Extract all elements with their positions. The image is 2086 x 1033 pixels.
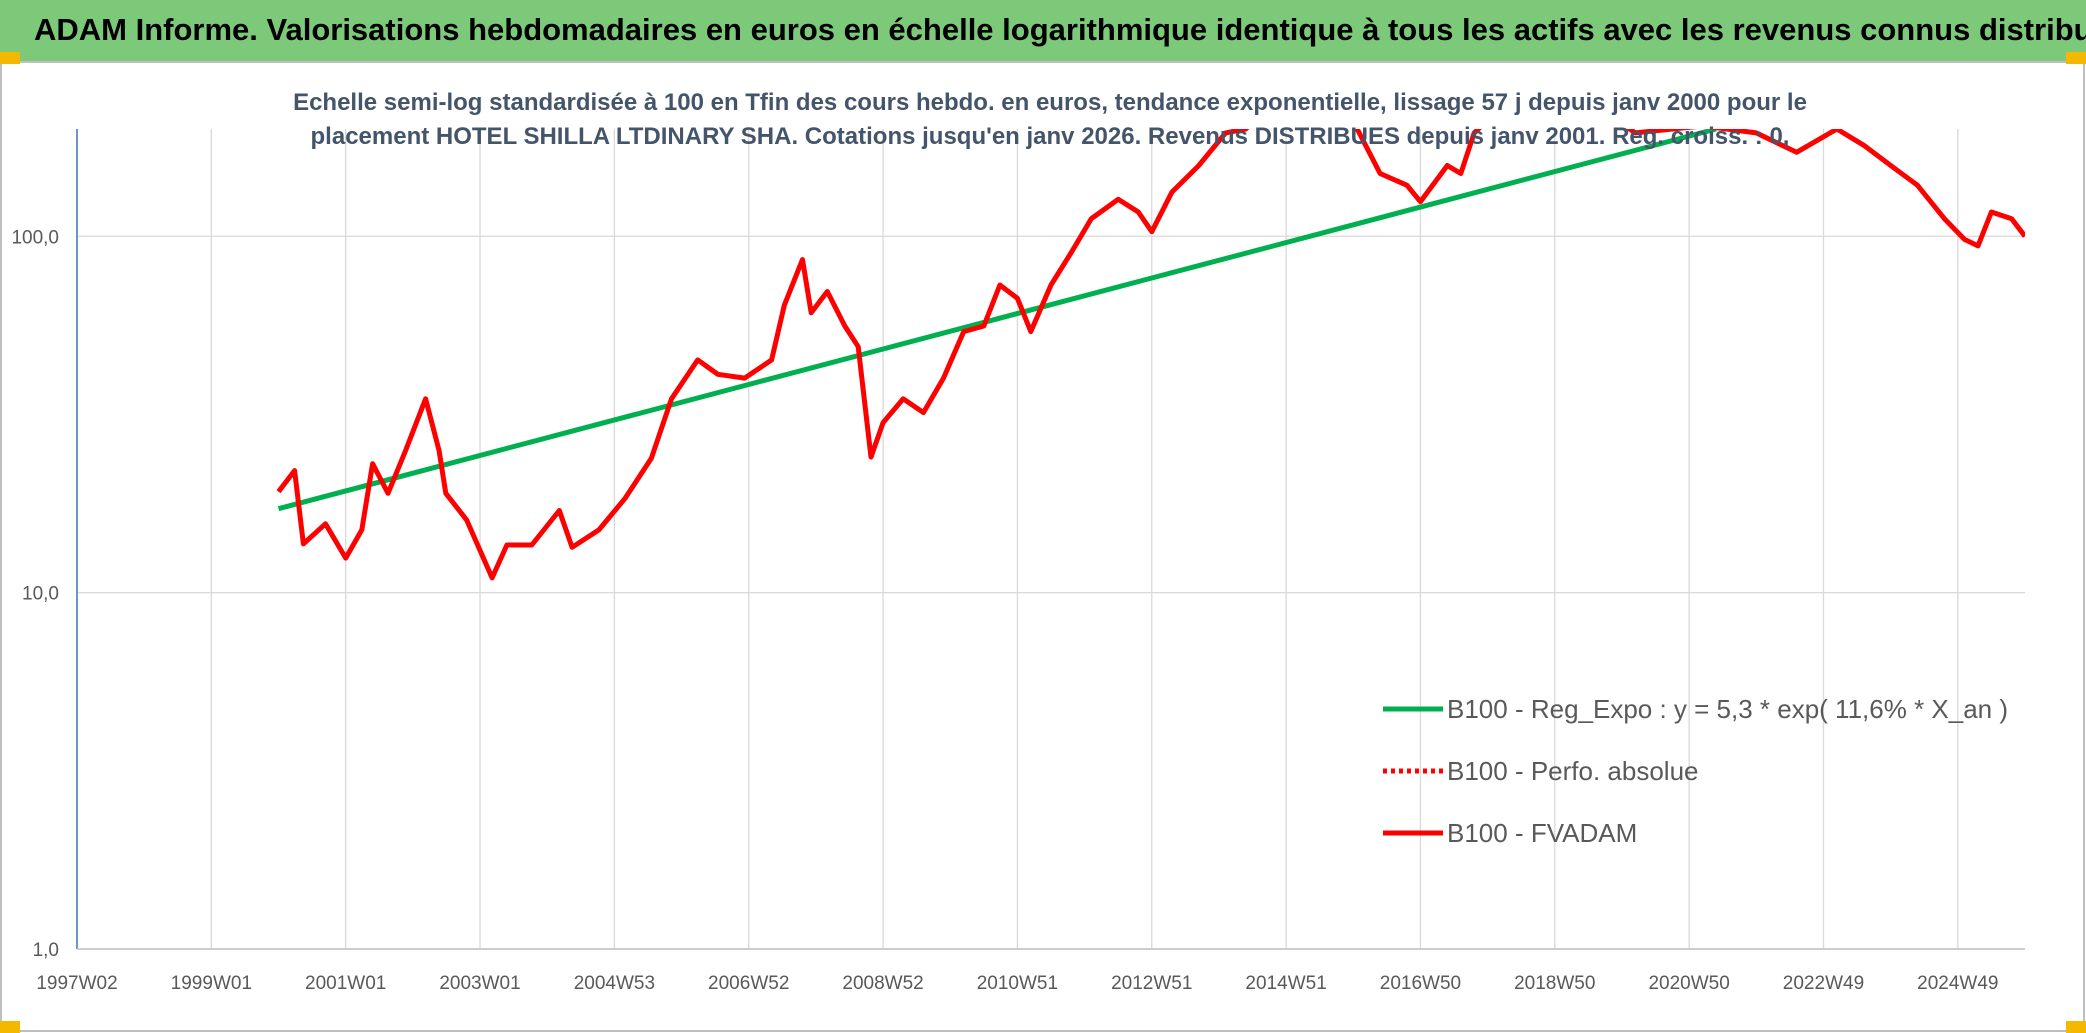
grid xyxy=(76,129,2025,950)
series-line xyxy=(277,129,1717,512)
x-tick-label: 2004W53 xyxy=(574,973,655,994)
x-tick-label: 2016W50 xyxy=(1380,973,1461,994)
x-tick-label: 2020W50 xyxy=(1648,973,1729,994)
series-line xyxy=(276,129,2025,581)
header-title: ADAM Informe. Valorisations hebdomadaire… xyxy=(0,0,2086,62)
x-tick-label: 2003W01 xyxy=(439,973,520,994)
y-tick-label: 10,0 xyxy=(22,584,59,605)
x-tick-label: 2022W49 xyxy=(1783,973,1864,994)
x-tick-label: 1999W01 xyxy=(171,973,252,994)
corner xyxy=(0,52,20,64)
x-tick-label: 1997W02 xyxy=(36,973,117,994)
legend-label: B100 - Perfo. absolue xyxy=(1447,756,1699,786)
corner xyxy=(0,1021,20,1033)
plot xyxy=(276,129,2025,581)
corner xyxy=(2066,1021,2086,1033)
corner xyxy=(2066,52,2086,64)
x-tick-label: 2008W52 xyxy=(842,973,923,994)
x-tick-label: 2014W51 xyxy=(1245,973,1326,994)
x-tick-label: 2018W50 xyxy=(1514,973,1595,994)
legend-label: B100 - Reg_Expo : y = 5,3 * exp( 11,6% *… xyxy=(1447,694,2008,724)
y-tick-label: 1,0 xyxy=(33,940,59,961)
x-tick-label: 2012W51 xyxy=(1111,973,1192,994)
y-tick-label: 100,0 xyxy=(11,227,59,248)
x-tick-label: 2006W52 xyxy=(708,973,789,994)
x-tick-label: 2001W01 xyxy=(305,973,386,994)
x-tick-label: 2010W51 xyxy=(977,973,1058,994)
legend-label: B100 - FVADAM xyxy=(1447,818,1637,848)
labels: 1,0 10,0 100,0 1997W02 1999W01 2001W01 2003W01… xyxy=(11,227,2008,994)
x-tick-label: 2024W49 xyxy=(1917,973,1998,994)
chart-title: Echelle semi-log standardisée à 100 en T… xyxy=(293,89,1807,150)
frame xyxy=(0,61,2085,1032)
